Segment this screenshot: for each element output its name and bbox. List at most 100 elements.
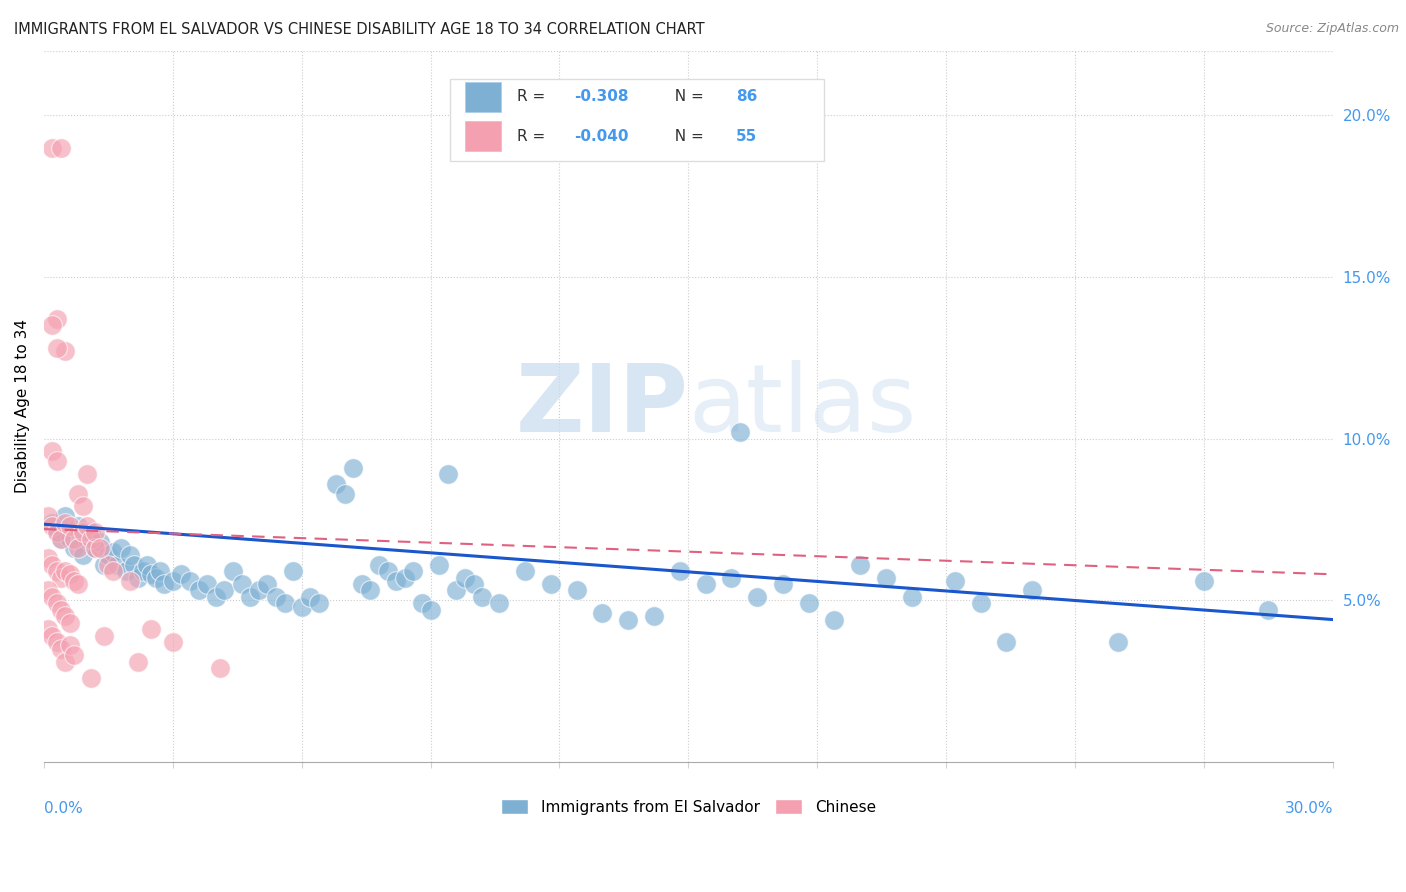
Point (41, 141, 63, 155)
Text: N =: N = (665, 128, 709, 144)
Text: -0.308: -0.308 (574, 89, 628, 104)
Point (53, 509, 76, 524)
Point (195, 577, 218, 591)
Point (118, 548, 141, 562)
Text: 86: 86 (737, 89, 758, 104)
Point (463, 577, 485, 591)
Point (153, 577, 176, 591)
Point (67, 486, 90, 500)
Point (49, 141, 72, 155)
Point (114, 564, 136, 578)
Point (97, 548, 120, 562)
Point (63, 574, 86, 588)
Point (41, 590, 63, 604)
Point (80, 525, 103, 540)
Point (49, 532, 72, 546)
Point (565, 583, 588, 598)
Point (41, 516, 63, 530)
Point (273, 596, 295, 610)
Point (53, 609, 76, 624)
Point (53, 655, 76, 669)
FancyBboxPatch shape (465, 121, 502, 151)
Point (446, 583, 468, 598)
Point (67, 577, 90, 591)
Point (63, 648, 86, 662)
Point (231, 577, 253, 591)
Point (53, 344, 76, 359)
Point (127, 655, 149, 669)
Point (76, 532, 98, 546)
Point (333, 486, 356, 500)
Point (728, 425, 751, 439)
Point (84, 541, 107, 556)
Point (797, 596, 820, 610)
FancyBboxPatch shape (465, 82, 502, 112)
Point (411, 596, 433, 610)
Point (37, 622, 59, 636)
Point (141, 622, 163, 636)
Point (118, 574, 141, 588)
Point (969, 596, 991, 610)
Point (59, 518, 82, 533)
Point (63, 532, 86, 546)
Text: IMMIGRANTS FROM EL SALVADOR VS CHINESE DISABILITY AGE 18 TO 34 CORRELATION CHART: IMMIGRANTS FROM EL SALVADOR VS CHINESE D… (14, 22, 704, 37)
Point (291, 599, 314, 614)
Point (41, 629, 63, 643)
Point (76, 518, 98, 533)
Point (209, 661, 232, 675)
Point (350, 577, 373, 591)
Point (772, 577, 794, 591)
Point (72, 500, 94, 514)
Point (325, 476, 347, 491)
Point (436, 467, 458, 482)
Point (122, 558, 145, 572)
Point (427, 558, 450, 572)
Point (187, 583, 209, 598)
Point (49, 641, 72, 656)
Point (76, 467, 98, 482)
Text: R =: R = (517, 89, 550, 104)
Point (63, 541, 86, 556)
Point (72, 525, 94, 540)
Point (84, 525, 107, 540)
Point (101, 544, 124, 558)
Point (97, 558, 120, 572)
Point (214, 583, 236, 598)
Point (256, 577, 278, 591)
Point (53, 516, 76, 530)
Point (222, 564, 245, 578)
Point (59, 639, 82, 653)
Point (93, 558, 115, 572)
Legend: Immigrants from El Salvador, Chinese: Immigrants from El Salvador, Chinese (501, 798, 876, 814)
Point (419, 603, 441, 617)
Point (110, 541, 132, 556)
Text: ZIP: ZIP (516, 360, 689, 452)
Text: 55: 55 (737, 128, 758, 144)
Point (149, 564, 172, 578)
Text: 0.0%: 0.0% (44, 801, 83, 816)
Point (41, 444, 63, 458)
Point (41, 558, 63, 572)
Point (49, 570, 72, 584)
Point (308, 596, 330, 610)
Point (37, 551, 59, 566)
Point (1257, 603, 1279, 617)
Point (643, 609, 665, 624)
Point (849, 558, 872, 572)
Point (37, 583, 59, 598)
Point (53, 564, 76, 578)
Text: -0.040: -0.040 (574, 128, 628, 144)
Point (80, 532, 103, 546)
Point (170, 567, 193, 582)
Point (72, 548, 94, 562)
Point (59, 615, 82, 630)
Point (45, 525, 67, 540)
Point (132, 564, 155, 578)
Point (454, 570, 477, 584)
Point (299, 590, 322, 604)
Point (45, 596, 67, 610)
Point (342, 460, 364, 475)
Point (943, 574, 966, 588)
Point (1021, 583, 1043, 598)
Point (1192, 574, 1215, 588)
